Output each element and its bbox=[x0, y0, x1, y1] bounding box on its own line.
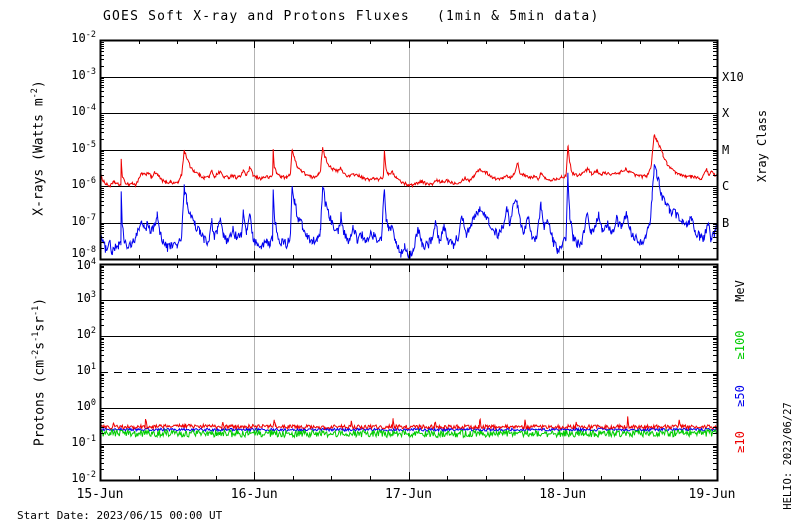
y-tick-label: 10-4 bbox=[71, 103, 96, 118]
x-tick-label-16-Jun: 16-Jun bbox=[230, 487, 278, 502]
start-date-label: Start Date: 2023/06/15 00:00 UT bbox=[17, 509, 223, 522]
y-tick-label: 10-2 bbox=[71, 470, 96, 485]
y-tick-label: 10-5 bbox=[71, 139, 96, 155]
xray-flux-panel-ylabel: X-rays (Watts m-2) bbox=[30, 80, 47, 216]
xray-class-label-B: B bbox=[722, 215, 730, 230]
xray-class-label-C: C bbox=[722, 179, 730, 193]
xray-class-label-X10: X10 bbox=[722, 69, 744, 84]
legend-ge50: ≥50 bbox=[733, 385, 747, 407]
xray-short-0.05-0.4nm-series bbox=[100, 164, 717, 259]
y-tick-label: 103 bbox=[76, 290, 96, 305]
legend-ge10: ≥10 bbox=[733, 431, 747, 454]
y-tick-label: 10-2 bbox=[71, 30, 96, 45]
y-tick-label: 10-6 bbox=[71, 176, 96, 191]
day-gridlines bbox=[254, 40, 564, 259]
chart-title: GOES Soft X-ray and Protons Fluxes (1min… bbox=[103, 9, 600, 24]
y-tick-label: 10-7 bbox=[71, 212, 96, 228]
protons-ge50MeV-series bbox=[100, 426, 717, 433]
legend-ge100: ≥100 bbox=[733, 330, 747, 360]
y-tick-label: 101 bbox=[76, 362, 96, 377]
decade-gridlines bbox=[100, 300, 717, 445]
decade-gridlines bbox=[100, 77, 717, 224]
protons-ge100MeV-series bbox=[100, 428, 717, 439]
y-tick-label: 100 bbox=[76, 398, 96, 413]
proton-flux-panel-border bbox=[99, 263, 719, 482]
x-tick-label-19-Jun: 19-Jun bbox=[688, 487, 736, 502]
xray-long-0.1-0.8nm-series bbox=[100, 134, 717, 189]
xray-class-label-M: M bbox=[722, 142, 730, 157]
proton-flux-panel-ylabel: Protons (cm-2s-1sr-1) bbox=[31, 297, 48, 447]
xray-class-label-X: X bbox=[722, 106, 730, 120]
y-tick-label: 10-8 bbox=[71, 245, 96, 260]
x-tick-label-17-Jun: 17-Jun bbox=[385, 487, 432, 502]
y-tick-label: 104 bbox=[76, 257, 96, 272]
xray-flux-panel-border bbox=[99, 39, 719, 261]
y-tick-label: 102 bbox=[76, 326, 96, 341]
xray-flux-panel-right-title: Xray Class bbox=[755, 109, 769, 183]
x-tick-label-18-Jun: 18-Jun bbox=[539, 487, 587, 502]
x-tick-label-15-Jun: 15-Jun bbox=[76, 487, 124, 502]
y-tick-label: 10-3 bbox=[71, 66, 96, 82]
protons-ge10MeV-series bbox=[100, 416, 717, 431]
proton-flux-panel-right-title: MeV bbox=[733, 280, 747, 302]
axis-ticks bbox=[100, 40, 718, 260]
y-tick-label: 10-1 bbox=[71, 434, 96, 449]
